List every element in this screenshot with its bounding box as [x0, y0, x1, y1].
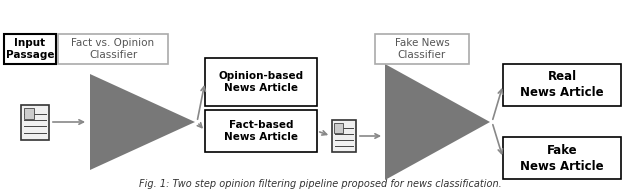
Text: Fact-based
News Article: Fact-based News Article: [224, 120, 298, 142]
Text: Real
News Article: Real News Article: [520, 70, 604, 100]
FancyBboxPatch shape: [24, 108, 34, 119]
Text: Fake
News Article: Fake News Article: [520, 144, 604, 172]
FancyBboxPatch shape: [503, 137, 621, 179]
Polygon shape: [385, 64, 490, 180]
Polygon shape: [90, 74, 195, 170]
FancyBboxPatch shape: [503, 64, 621, 106]
Text: Fake News
Classifier: Fake News Classifier: [395, 38, 449, 60]
Text: Fig. 1: Two step opinion filtering pipeline proposed for news classification.: Fig. 1: Two step opinion filtering pipel…: [139, 179, 501, 189]
FancyBboxPatch shape: [21, 105, 49, 139]
FancyBboxPatch shape: [332, 120, 356, 152]
Text: Opinion-based
News Article: Opinion-based News Article: [218, 71, 303, 93]
FancyBboxPatch shape: [334, 123, 343, 133]
Text: Fact vs. Opinion
Classifier: Fact vs. Opinion Classifier: [72, 38, 155, 60]
Text: Input
Passage: Input Passage: [6, 38, 54, 60]
FancyBboxPatch shape: [205, 58, 317, 106]
FancyBboxPatch shape: [58, 34, 168, 64]
FancyBboxPatch shape: [205, 110, 317, 152]
FancyBboxPatch shape: [375, 34, 469, 64]
FancyBboxPatch shape: [4, 34, 56, 64]
